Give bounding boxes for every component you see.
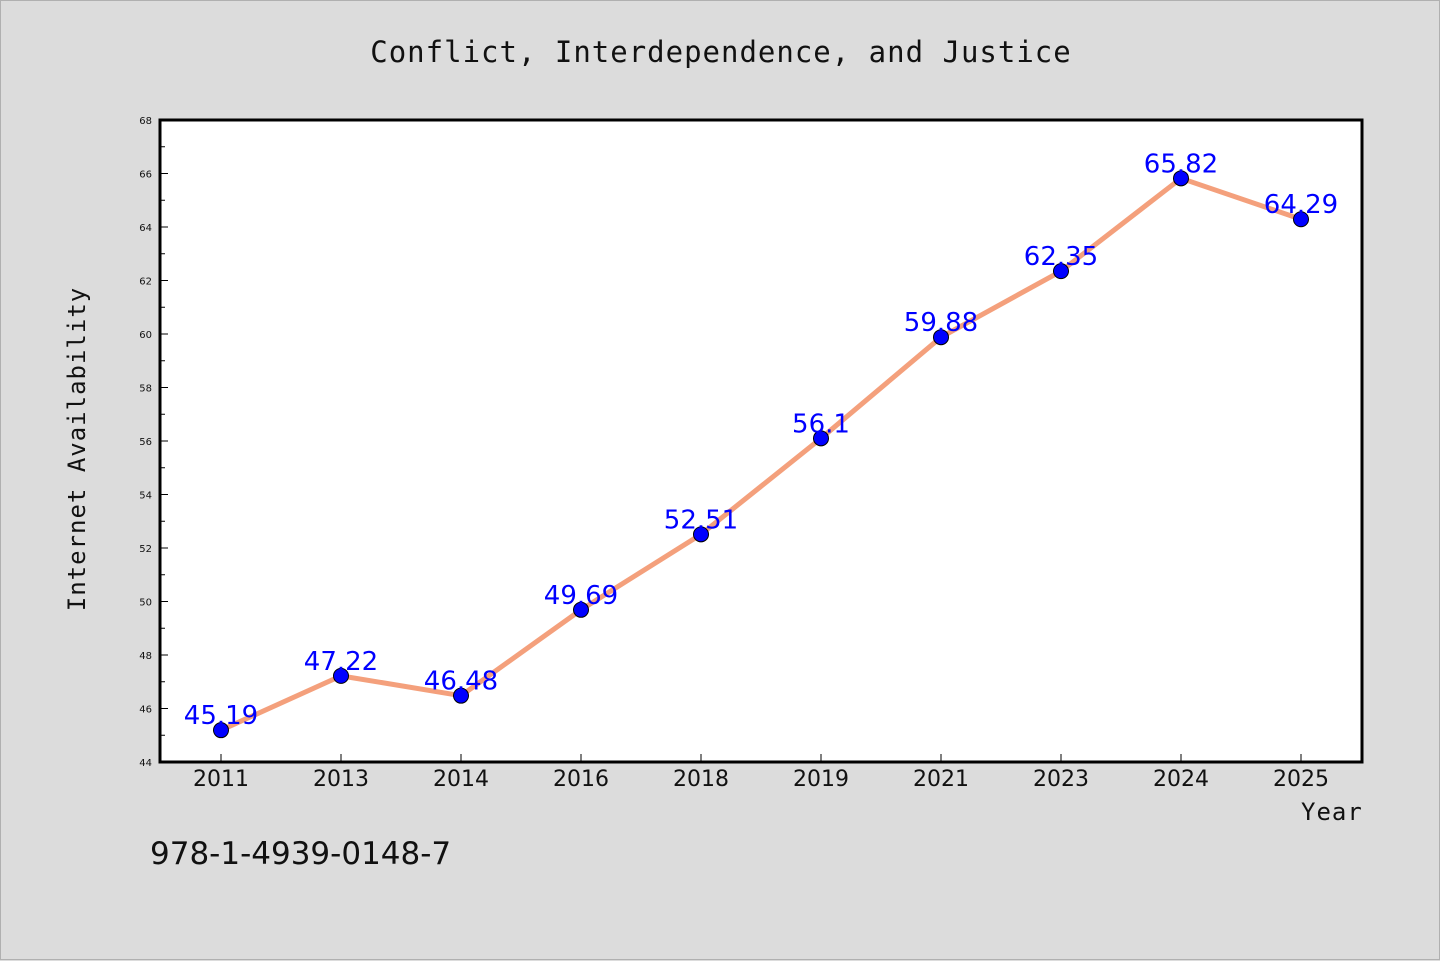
data-point — [1293, 211, 1309, 228]
data-label: 59.88 — [904, 308, 978, 338]
y-tick-label: 52 — [139, 544, 152, 555]
chart-title: Conflict, Interdependence, and Justice — [370, 35, 1072, 69]
x-tick-label: 2019 — [793, 767, 849, 792]
data-label: 56.1 — [792, 409, 850, 439]
data-label: 65.82 — [1144, 149, 1218, 179]
y-tick-label: 66 — [139, 170, 152, 181]
data-label: 52.51 — [664, 505, 738, 535]
x-tick-label: 2018 — [673, 767, 729, 792]
x-tick-label: 2014 — [433, 767, 489, 792]
y-tick-label: 62 — [139, 277, 152, 288]
data-point — [573, 601, 589, 618]
data-label: 62.35 — [1024, 242, 1098, 272]
y-tick-label: 46 — [139, 705, 152, 716]
data-label: 64.29 — [1264, 190, 1338, 220]
isbn-text: 978-1-4939-0148-7 — [150, 836, 452, 872]
x-tick-label: 2011 — [193, 767, 249, 792]
series-line — [218, 175, 1304, 733]
data-point — [693, 526, 709, 543]
y-tick-label: 44 — [139, 758, 152, 769]
y-tick-label: 64 — [139, 223, 152, 234]
y-tick-label: 50 — [139, 598, 152, 609]
x-tick-label: 2025 — [1273, 767, 1329, 792]
x-tick-label: 2021 — [913, 767, 969, 792]
series-layer: 45.19 47.22 46.48 49.69 52.51 56.1 59.88 62.35 6… — [184, 149, 1338, 739]
y-tick-label: 56 — [139, 437, 152, 448]
data-point — [213, 722, 229, 739]
x-axis-label: Year — [1301, 798, 1363, 826]
y-tick-label: 58 — [139, 384, 152, 395]
x-tick-label: 2016 — [553, 767, 609, 792]
data-point — [1053, 263, 1069, 280]
data-label: 45.19 — [184, 701, 258, 731]
data-label: 47.22 — [304, 647, 378, 677]
y-tick-label: 48 — [139, 651, 152, 662]
data-point — [453, 687, 469, 704]
y-tick-label: 54 — [139, 491, 152, 502]
data-point — [813, 430, 829, 447]
y-axis-label: Internet Availability — [63, 286, 91, 612]
data-point — [1173, 170, 1189, 187]
data-label: 46.48 — [424, 667, 498, 697]
x-tick-label: 2013 — [313, 767, 369, 792]
x-tick-label: 2023 — [1033, 767, 1089, 792]
x-axis: 2011 2013 2014 2016 2018 2019 2021 2023 2024 2025 — [193, 754, 1329, 792]
data-point — [933, 329, 949, 346]
y-tick-label: 60 — [139, 330, 152, 341]
plot-area — [158, 118, 1364, 764]
data-label: 49.69 — [544, 581, 618, 611]
data-point — [333, 667, 349, 684]
y-tick-label: 68 — [139, 116, 152, 127]
x-tick-label: 2024 — [1153, 767, 1209, 792]
y-axis: 44 46 48 50 52 54 56 58 60 62 64 66 68 — [139, 116, 168, 769]
